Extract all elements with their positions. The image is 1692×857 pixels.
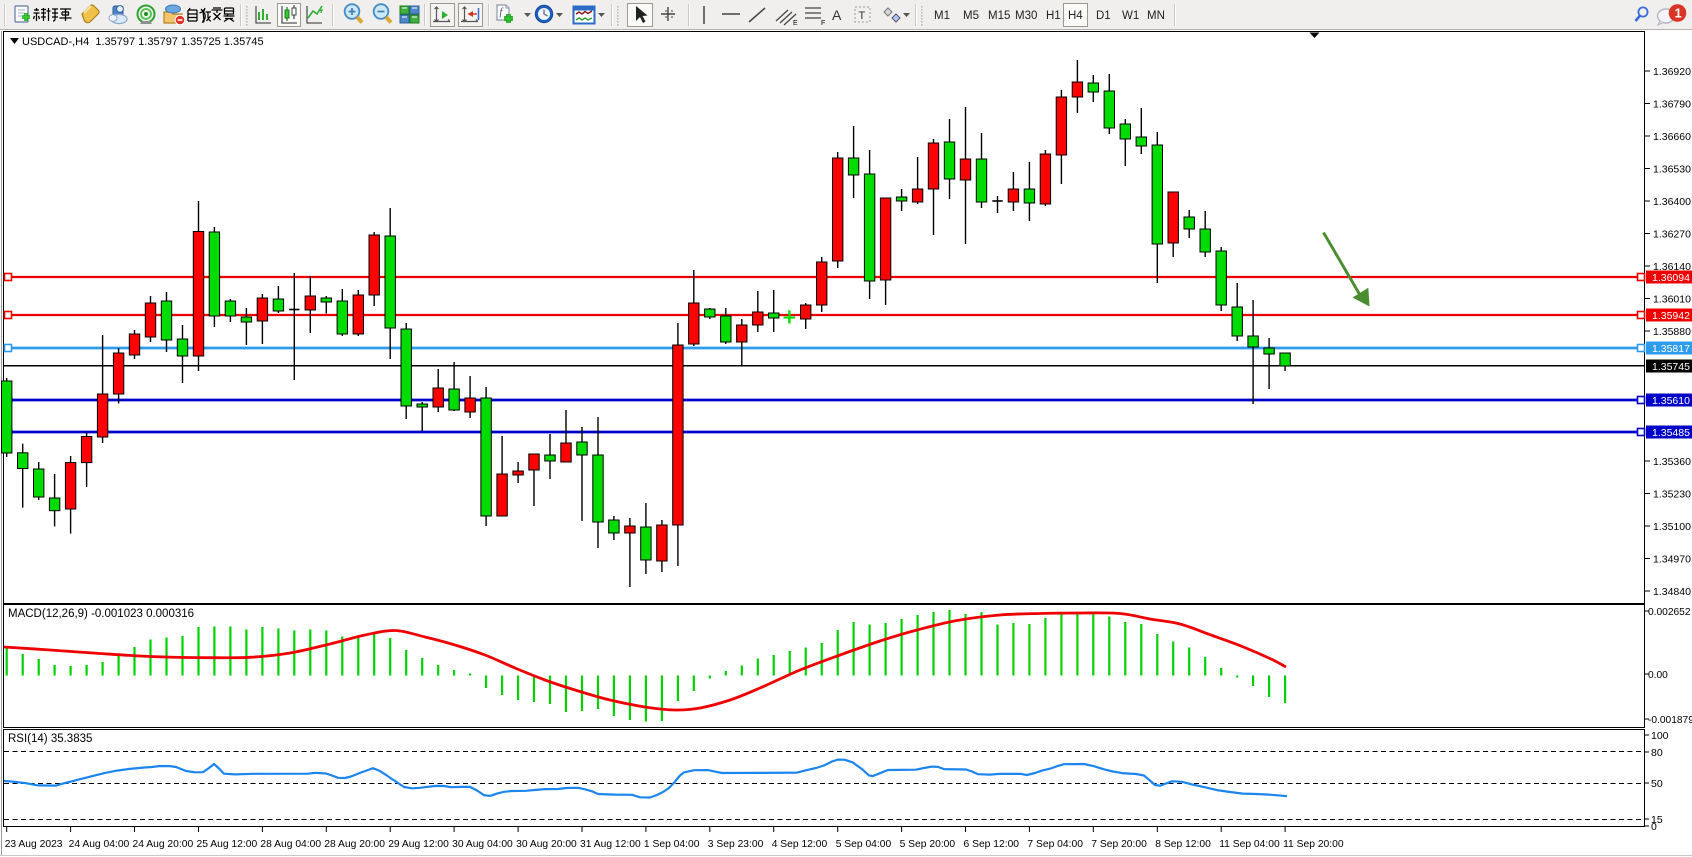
svg-text:1.36010: 1.36010 [1653, 294, 1691, 306]
svg-text:-0.001879: -0.001879 [1648, 715, 1692, 726]
svg-text:1.36790: 1.36790 [1653, 99, 1691, 111]
svg-text:1.35942: 1.35942 [1652, 310, 1690, 322]
svg-text:T: T [859, 10, 866, 22]
svg-text:M30: M30 [1015, 10, 1037, 22]
svg-text:1.35610: 1.35610 [1652, 395, 1690, 407]
svg-text:31 Aug 12:00: 31 Aug 12:00 [580, 839, 641, 850]
svg-text:28 Aug 04:00: 28 Aug 04:00 [260, 839, 321, 850]
svg-text:11 Sep 04:00: 11 Sep 04:00 [1219, 839, 1280, 850]
svg-text:0: 0 [1651, 821, 1657, 833]
svg-text:30 Aug 04:00: 30 Aug 04:00 [452, 839, 513, 850]
svg-text:M5: M5 [963, 10, 979, 22]
svg-text:1.34970: 1.34970 [1653, 554, 1691, 566]
svg-text:24 Aug 20:00: 24 Aug 20:00 [133, 839, 194, 850]
svg-text:M1: M1 [934, 10, 950, 22]
svg-text:A: A [832, 7, 842, 23]
svg-text:7 Sep 04:00: 7 Sep 04:00 [1027, 839, 1083, 850]
svg-text:3 Sep 23:00: 3 Sep 23:00 [708, 839, 764, 850]
svg-text:1.36530: 1.36530 [1653, 164, 1691, 176]
svg-text:1.35880: 1.35880 [1653, 326, 1691, 338]
svg-text:4 Sep 12:00: 4 Sep 12:00 [772, 839, 828, 850]
svg-text:E: E [793, 20, 798, 27]
svg-text:6 Sep 12:00: 6 Sep 12:00 [964, 839, 1020, 850]
svg-text:1.35230: 1.35230 [1653, 489, 1691, 501]
svg-text:0.00: 0.00 [1648, 670, 1668, 681]
svg-text:MN: MN [1147, 10, 1165, 22]
svg-text:H4: H4 [1068, 10, 1083, 22]
svg-text:1.35817: 1.35817 [1652, 343, 1690, 355]
svg-text:80: 80 [1651, 747, 1663, 759]
svg-text:W1: W1 [1122, 10, 1139, 22]
svg-text:28 Aug 20:00: 28 Aug 20:00 [324, 839, 385, 850]
svg-text:0.002652: 0.002652 [1648, 607, 1691, 618]
svg-text:D1: D1 [1096, 10, 1111, 22]
svg-text:1.34840: 1.34840 [1653, 586, 1691, 598]
svg-text:24 Aug 04:00: 24 Aug 04:00 [69, 839, 130, 850]
svg-text:M15: M15 [988, 10, 1010, 22]
svg-text:23 Aug 2023: 23 Aug 2023 [5, 839, 63, 850]
svg-text:1.35360: 1.35360 [1653, 456, 1691, 468]
svg-text:1.36270: 1.36270 [1653, 229, 1691, 241]
svg-text:29 Aug 12:00: 29 Aug 12:00 [388, 839, 449, 850]
svg-text:F: F [821, 20, 825, 27]
svg-text:1.36094: 1.36094 [1652, 272, 1690, 284]
svg-text:1: 1 [1675, 6, 1682, 21]
svg-text:USDCAD-,H4 1.35797 1.35797 1.: USDCAD-,H4 1.35797 1.35797 1.35725 1.357… [22, 36, 264, 48]
svg-text:5 Sep 04:00: 5 Sep 04:00 [836, 839, 892, 850]
svg-text:RSI(14) 35.3835: RSI(14) 35.3835 [8, 733, 92, 745]
svg-text:MACD(12,26,9) -0.001023 0.0003: MACD(12,26,9) -0.001023 0.000316 [8, 608, 194, 620]
svg-text:50: 50 [1651, 778, 1663, 790]
svg-text:8 Sep 12:00: 8 Sep 12:00 [1155, 839, 1211, 850]
svg-text:25 Aug 12:00: 25 Aug 12:00 [197, 839, 258, 850]
svg-text:1.36920: 1.36920 [1653, 66, 1691, 78]
svg-text:1 Sep 04:00: 1 Sep 04:00 [644, 839, 700, 850]
svg-text:1.36140: 1.36140 [1653, 261, 1691, 273]
svg-text:5 Sep 20:00: 5 Sep 20:00 [900, 839, 956, 850]
svg-text:1.35100: 1.35100 [1653, 521, 1691, 533]
svg-text:100: 100 [1651, 730, 1669, 742]
svg-text:1.35745: 1.35745 [1652, 361, 1690, 373]
svg-text:H1: H1 [1046, 10, 1061, 22]
svg-text:15: 15 [1651, 814, 1663, 826]
svg-text:f: f [500, 7, 504, 18]
svg-text:1.36400: 1.36400 [1653, 196, 1691, 208]
svg-text:1.36660: 1.36660 [1653, 131, 1691, 143]
svg-text:1.35485: 1.35485 [1652, 427, 1690, 439]
svg-text:30 Aug 20:00: 30 Aug 20:00 [516, 839, 577, 850]
svg-text:7 Sep 20:00: 7 Sep 20:00 [1091, 839, 1147, 850]
svg-text:11 Sep 20:00: 11 Sep 20:00 [1283, 839, 1344, 850]
